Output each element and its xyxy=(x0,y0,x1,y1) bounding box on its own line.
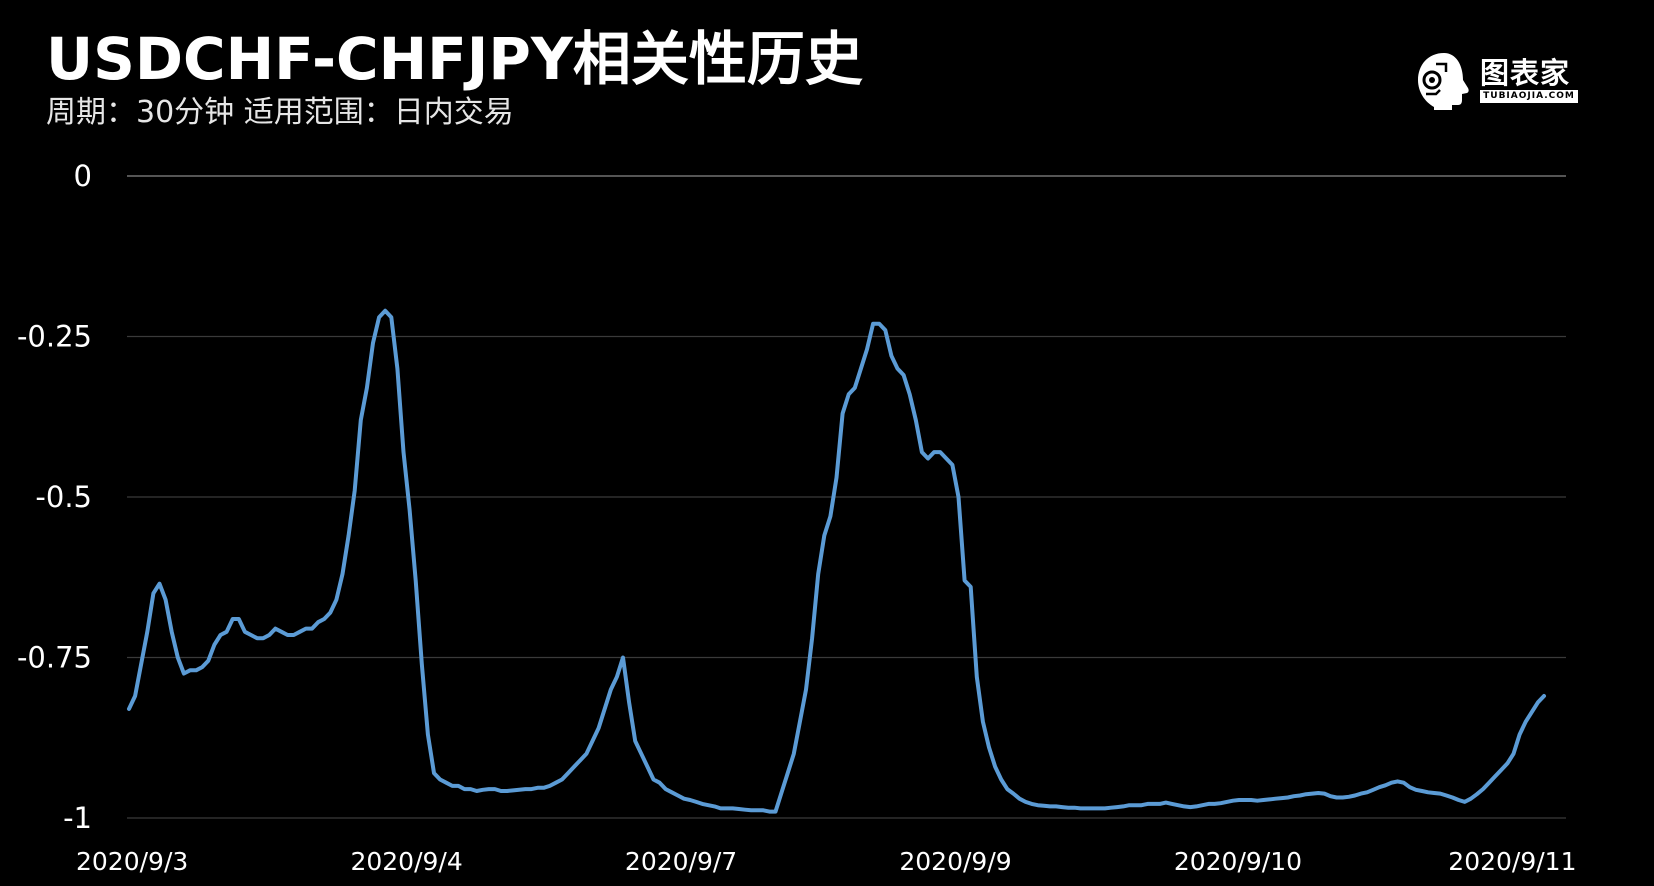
y-tick-label: -1 xyxy=(63,801,92,835)
x-tick-label: 2020/9/7 xyxy=(625,847,737,876)
y-tick-label: -0.25 xyxy=(17,320,92,354)
chart-title: USDCHF-CHFJPY相关性历史 xyxy=(46,25,863,93)
x-tick-label: 2020/9/4 xyxy=(350,847,462,876)
y-tick-label: -0.75 xyxy=(17,641,92,675)
x-tick-label: 2020/9/11 xyxy=(1448,847,1576,876)
logo-subtext: TUBIAOJIA.COM xyxy=(1480,90,1578,103)
grid-lines xyxy=(127,175,1566,819)
x-tick-label: 2020/9/10 xyxy=(1174,847,1302,876)
brand-logo: 图表家 TUBIAOJIA.COM xyxy=(1412,50,1592,112)
y-tick-label: -0.5 xyxy=(35,480,92,514)
chart-subtitle: 周期：30分钟 适用范围：日内交易 xyxy=(46,95,514,130)
x-tick-label: 2020/9/9 xyxy=(899,847,1011,876)
y-axis-ticks: 0 -0.25 -0.5 -0.75 -1 xyxy=(17,159,92,835)
logo-text: 图表家 xyxy=(1480,56,1571,90)
x-axis-ticks: 2020/9/3 2020/9/4 2020/9/7 2020/9/9 2020/9/1… xyxy=(76,847,1576,876)
x-tick-label: 2020/9/3 xyxy=(76,847,188,876)
robot-head-icon xyxy=(1418,53,1469,110)
y-tick-label: 0 xyxy=(74,159,92,193)
series-line xyxy=(127,308,1546,814)
